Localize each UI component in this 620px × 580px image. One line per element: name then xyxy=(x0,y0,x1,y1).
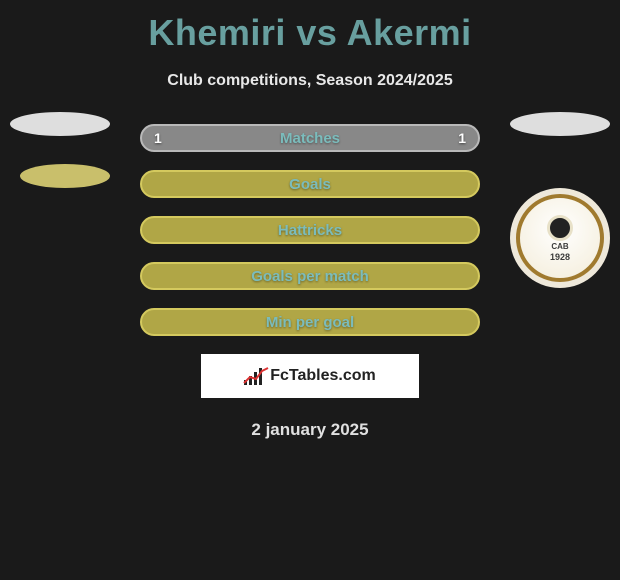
club-year: 1928 xyxy=(550,252,570,262)
stat-label: Goals per match xyxy=(251,268,369,285)
stat-row-hattricks: Hattricks xyxy=(140,216,480,244)
page-title: Khemiri vs Akermi xyxy=(0,0,620,54)
stat-label: Matches xyxy=(280,130,340,147)
player-right-avatar: CAB 1928 xyxy=(510,112,610,212)
stat-label: Hattricks xyxy=(278,222,342,239)
stat-row-goals: Goals xyxy=(140,170,480,198)
club-badge: CAB 1928 xyxy=(510,188,610,288)
avatar-shape xyxy=(10,112,110,136)
brand-link[interactable]: FcTables.com xyxy=(201,354,419,398)
stat-row-goals-per-match: Goals per match xyxy=(140,262,480,290)
brand-name: FcTables.com xyxy=(270,367,376,385)
stat-label: Goals xyxy=(289,176,331,193)
stat-row-matches: 1 Matches 1 xyxy=(140,124,480,152)
avatar-shape xyxy=(20,164,110,188)
bar-chart-icon xyxy=(244,367,266,385)
stat-label: Min per goal xyxy=(266,314,354,331)
subtitle: Club competitions, Season 2024/2025 xyxy=(0,72,620,90)
stat-right-value: 1 xyxy=(458,130,466,146)
club-short: CAB xyxy=(551,243,568,251)
stat-left-value: 1 xyxy=(154,130,162,146)
soccer-ball-icon xyxy=(547,215,573,241)
stats-section: CAB 1928 1 Matches 1 Goals Hattricks Goa… xyxy=(0,124,620,440)
stat-row-min-per-goal: Min per goal xyxy=(140,308,480,336)
player-left-avatar xyxy=(10,112,110,212)
avatar-shape xyxy=(510,112,610,136)
date-label: 2 january 2025 xyxy=(0,420,620,440)
